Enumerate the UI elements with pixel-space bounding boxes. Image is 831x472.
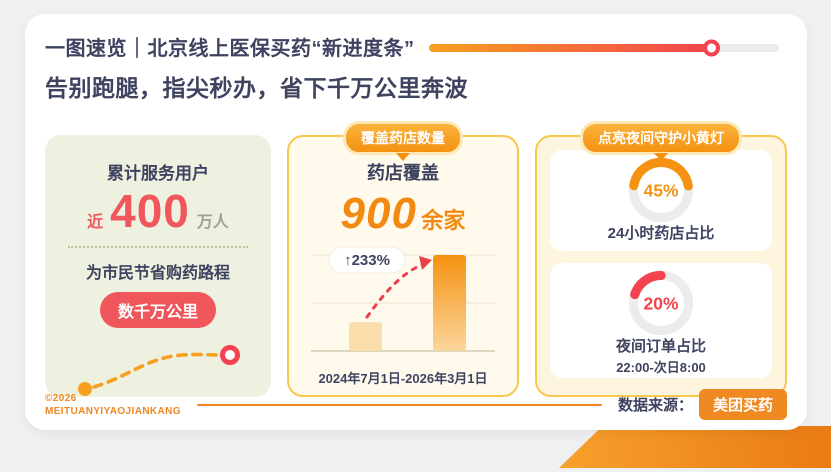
tag-pointer-icon <box>654 153 668 161</box>
cards-row: 累计服务用户 近 400 万人 为市民节省购药路程 数千万公里 覆盖药 <box>45 121 787 397</box>
page-title: 一图速览｜北京线上医保买药“新进度条” <box>45 38 415 60</box>
progress-ring-icon <box>703 39 721 56</box>
dashed-route-path <box>92 352 221 389</box>
pharmacy-card: 药店覆盖 900 余家 <box>287 135 519 397</box>
progress-bar <box>428 39 779 56</box>
footer: ©2026 MEITUANYIYAOJIANKANG 数据来源： 美团买药 <box>45 389 787 420</box>
bar-2026 <box>433 255 466 351</box>
night-tag: 点亮夜间守护小黄灯 <box>535 121 787 161</box>
donut-percent-label: 45% <box>644 180 679 200</box>
stat-card-night-orders: 20% 夜间订单占比 22:00-次日8:00 <box>550 263 772 378</box>
donut-chart-45: 45% <box>628 157 694 223</box>
users-count-value: 400 <box>110 185 190 237</box>
destination-ring-icon <box>220 345 240 365</box>
pharmacy-count-value: 900 <box>340 189 417 238</box>
growth-bar-chart: ↑233% <box>311 246 495 352</box>
stat-label-night-orders: 夜间订单占比 <box>615 338 706 355</box>
night-card-wrap: 点亮夜间守护小黄灯 45% 24小时药店占比 <box>535 121 787 397</box>
copyright-year: ©2026 <box>45 392 77 404</box>
bar-2024 <box>349 322 382 351</box>
header: 一图速览｜北京线上医保买药“新进度条” <box>45 32 787 61</box>
users-card: 累计服务用户 近 400 万人 为市民节省购药路程 数千万公里 <box>45 135 271 397</box>
night-tag-badge: 点亮夜间守护小黄灯 <box>580 121 742 155</box>
page-subtitle: 告别跑腿，指尖秒办，省下千万公里奔波 <box>45 75 468 101</box>
bottom-ribbon <box>559 426 831 468</box>
data-source-badge: 美团买药 <box>698 389 787 420</box>
copyright-name: MEITUANYIYAOJIANKANG <box>45 405 181 417</box>
growth-arrow <box>365 262 425 319</box>
stat-sublabel-hours: 22:00-次日8:00 <box>616 360 706 375</box>
stat-label-24h: 24小时药店占比 <box>607 225 715 242</box>
growth-arrowhead-icon <box>419 256 432 270</box>
pharmacy-tag-badge: 覆盖药店数量 <box>343 121 463 155</box>
date-range-label: 2024年7月1日-2026年3月1日 <box>318 371 488 386</box>
savings-title: 为市民节省购药路程 <box>85 265 230 282</box>
donut-chart-20: 20% <box>628 270 694 336</box>
savings-badge: 数千万公里 <box>99 292 216 328</box>
pharmacy-count-unit: 余家 <box>421 208 466 233</box>
donut-arc-20 <box>628 270 694 336</box>
data-source-label: 数据来源： <box>617 397 693 414</box>
footer-divider-line <box>196 403 602 406</box>
users-card-title: 累计服务用户 <box>107 164 209 183</box>
growth-annotation-label: ↑233% <box>344 252 390 269</box>
donut-percent-label: 20% <box>644 293 679 313</box>
stat-card-24h: 45% 24小时药店占比 <box>550 150 772 251</box>
donut-arc-45 <box>628 157 694 223</box>
night-card: 45% 24小时药店占比 20% 夜间订单占比 22:00-次日8:00 <box>535 135 787 397</box>
users-count: 近 400 万人 <box>45 188 271 234</box>
pharmacy-card-wrap: 覆盖药店数量 药店覆盖 900 余家 <box>287 121 519 397</box>
journey-path-graphic <box>78 345 240 396</box>
users-count-prefix: 近 <box>87 214 104 231</box>
copyright: ©2026 MEITUANYIYAOJIANKANG <box>45 392 181 418</box>
main-card: 一图速览｜北京线上医保买药“新进度条” 告别跑腿，指尖秒办，省下千万公里奔波 累… <box>25 14 807 430</box>
progress-fill <box>428 43 713 52</box>
pharmacy-tag: 覆盖药店数量 <box>287 121 519 161</box>
users-count-unit: 万人 <box>196 214 229 231</box>
pharmacy-count: 900 余家 <box>289 189 517 239</box>
dotted-divider <box>68 246 248 248</box>
start-dot-icon <box>78 382 92 396</box>
growth-annotation-pill <box>328 246 406 274</box>
tag-pointer-icon <box>396 153 410 161</box>
pharmacy-card-title: 药店覆盖 <box>367 163 439 183</box>
